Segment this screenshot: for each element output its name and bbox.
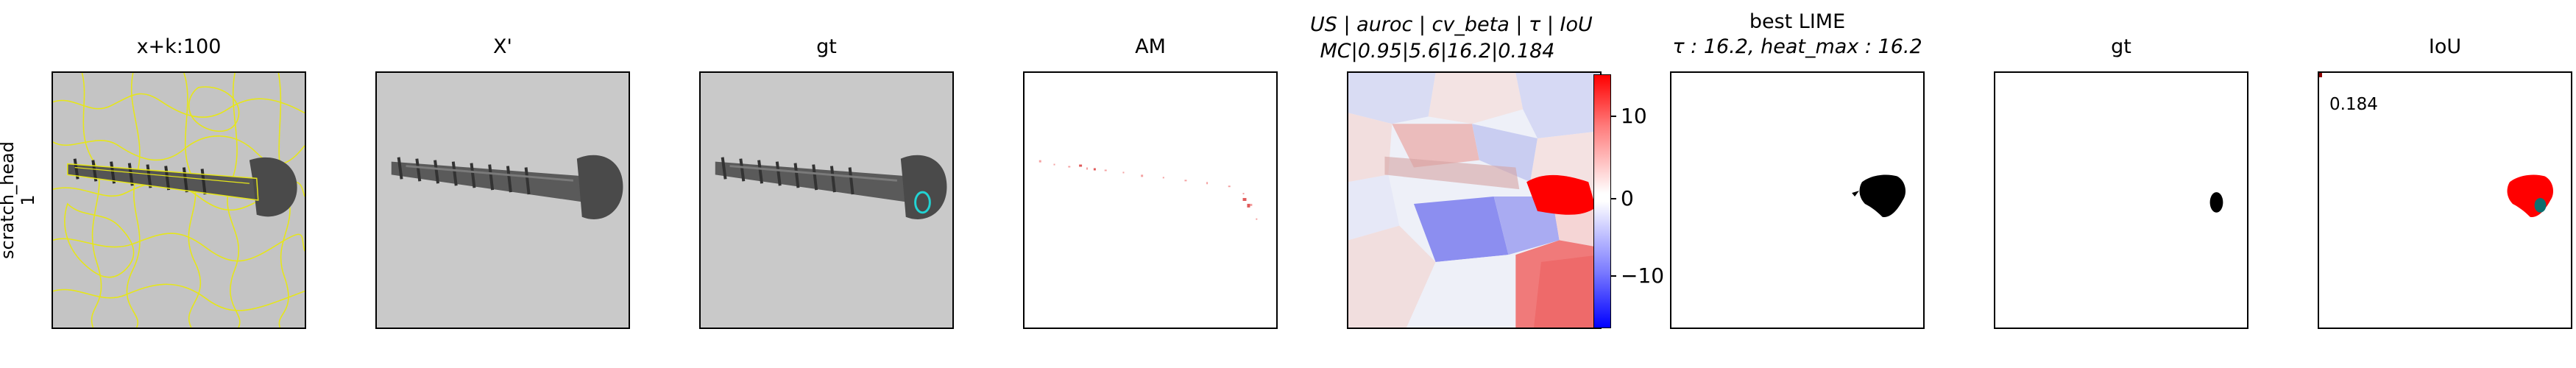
gt-mask-image xyxy=(1995,73,2247,328)
screw-shape xyxy=(67,157,297,217)
panel-heatmap xyxy=(1347,71,1602,329)
heatmap-image xyxy=(1348,73,1600,328)
panel-title-xprime: X' xyxy=(493,35,512,58)
am-image xyxy=(1025,73,1276,328)
panel-title-gt: gt xyxy=(816,35,837,58)
colorbar xyxy=(1593,74,1611,328)
xprime-image xyxy=(377,73,629,328)
panel-title-lime-params: τ : 16.2, heat_max : 16.2 xyxy=(1672,35,1922,58)
gt-overlay-image xyxy=(701,73,952,328)
panel-title-gt-mask: gt xyxy=(2111,35,2131,58)
lime-mask-image xyxy=(1671,73,1923,328)
iou-image xyxy=(2319,73,2571,328)
panel-title-metrics-header: US | auroc | cv_beta | τ | IoU xyxy=(1310,13,1593,36)
panel-title-overlay: x+k:100 xyxy=(136,35,222,58)
superpixel-contours xyxy=(53,73,305,328)
panel-title-metrics-values: MC|0.95|5.6|16.2|0.184 xyxy=(1320,40,1555,63)
panel-title-best-lime: best LIME xyxy=(1749,10,1846,33)
panel-gt-overlay xyxy=(699,71,954,329)
panel-iou: 0.184 xyxy=(2318,71,2572,329)
gt-contour xyxy=(914,191,931,214)
panel-title-iou: IoU xyxy=(2428,35,2462,58)
panel-am xyxy=(1023,71,1278,329)
superpixel-overlay-image xyxy=(53,73,305,328)
heat-peak xyxy=(1526,174,1596,215)
iou-value-label: 0.184 xyxy=(2329,95,2378,114)
panel-gt-mask xyxy=(1994,71,2248,329)
panel-xprime xyxy=(375,71,630,329)
panel-lime-mask xyxy=(1670,71,1925,329)
row-label-class: scratch_head xyxy=(0,141,18,260)
row-label-index: 1 xyxy=(18,194,38,206)
panel-title-am: AM xyxy=(1135,35,1166,58)
panel-superpixel-overlay xyxy=(52,71,306,329)
